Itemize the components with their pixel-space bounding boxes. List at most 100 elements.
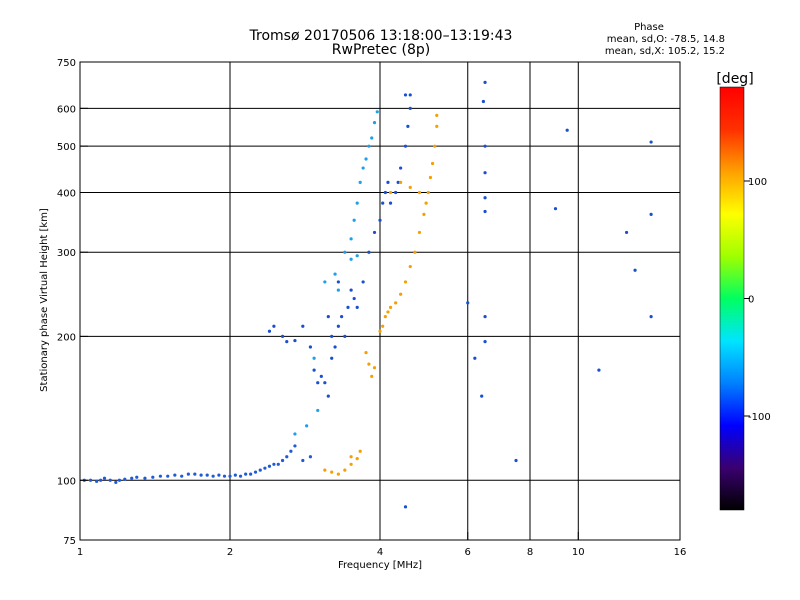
data-point [417,190,422,195]
data-points [82,80,653,509]
data-point [99,478,103,482]
data-point [276,462,280,466]
data-point [649,315,653,319]
y-tick-label: 500 [57,142,76,153]
x-tick-label: 8 [527,547,533,558]
data-point [272,462,276,466]
data-point [435,124,439,128]
data-point [333,345,337,349]
data-point [173,473,177,477]
data-point [375,110,379,114]
data-point [336,288,340,292]
data-point [326,394,330,398]
data-point [364,350,368,355]
data-point [316,381,320,385]
data-point [308,455,313,459]
data-point [358,180,362,184]
data-point [280,334,285,338]
data-point [330,356,334,360]
axis-ticks: 1 2 4 6 8 10 16 75 100 200 300 400 500 600 750 [57,58,686,558]
data-point [367,362,371,366]
chart-subtitle: RwPretec (8p) [332,42,430,58]
data-point [151,475,155,479]
data-point [349,257,353,261]
data-point [408,93,412,97]
data-point [473,356,477,360]
data-point [312,356,316,360]
data-point [383,315,387,319]
data-point [114,480,118,484]
data-point [108,478,112,482]
data-point [323,280,327,284]
data-point [343,334,347,338]
data-point [386,180,390,184]
data-point [355,254,359,258]
data-point [316,408,320,413]
data-point [565,128,569,132]
data-point [326,315,330,319]
data-point [222,474,227,478]
data-point [413,250,417,254]
data-point [553,207,558,211]
data-point [280,458,285,463]
data-point [285,455,289,459]
data-point [253,470,258,474]
data-point [305,424,309,428]
data-point [205,473,209,477]
data-point [408,264,412,269]
data-point [263,466,267,470]
data-point [361,166,365,170]
data-point [166,474,170,478]
y-tick-label: 75 [63,536,76,547]
data-point [481,99,485,104]
y-axis-label: Stationary phase Virtual Height [km] [39,208,50,392]
data-point [361,280,365,284]
data-point [158,474,163,478]
data-point [378,329,382,333]
data-point [649,140,653,144]
y-tick-label: 600 [57,104,76,115]
data-point [403,505,408,509]
colorbar-ticks: 100 0 -100 [744,177,771,423]
data-point [483,171,487,175]
data-point [333,272,337,276]
data-point [102,476,107,480]
phase-colorbar: [deg] 100 0 -100 [716,71,771,511]
data-point [193,472,197,476]
data-point [422,212,426,216]
data-point [336,324,340,328]
data-point [343,250,347,254]
data-point [88,478,93,482]
data-point [483,315,487,319]
data-point [483,196,487,200]
data-point [430,161,435,166]
data-point [466,301,470,305]
data-point [228,474,232,478]
data-point [355,201,359,205]
y-tick-label: 100 [57,476,76,487]
data-point [319,374,323,378]
data-point [367,144,371,148]
colorbar-label: [deg] [716,71,753,87]
data-point [293,338,297,343]
data-point [272,324,276,328]
data-point [426,190,430,195]
chart-title: Tromsø 20170506 13:18:00–13:19:43 [249,28,513,44]
x-tick-label: 4 [377,547,383,558]
data-point [483,340,487,344]
data-point [378,218,382,222]
data-point [406,124,410,128]
data-point [483,144,487,148]
data-point [293,432,297,436]
data-point [349,288,353,292]
data-point [364,157,368,161]
data-point [330,334,334,338]
data-point [370,374,374,378]
data-point [428,175,433,180]
data-point [381,324,385,328]
data-point [355,305,359,309]
data-point [403,93,408,97]
data-point [349,237,353,241]
phase-legend-heading: Phase [634,22,664,33]
